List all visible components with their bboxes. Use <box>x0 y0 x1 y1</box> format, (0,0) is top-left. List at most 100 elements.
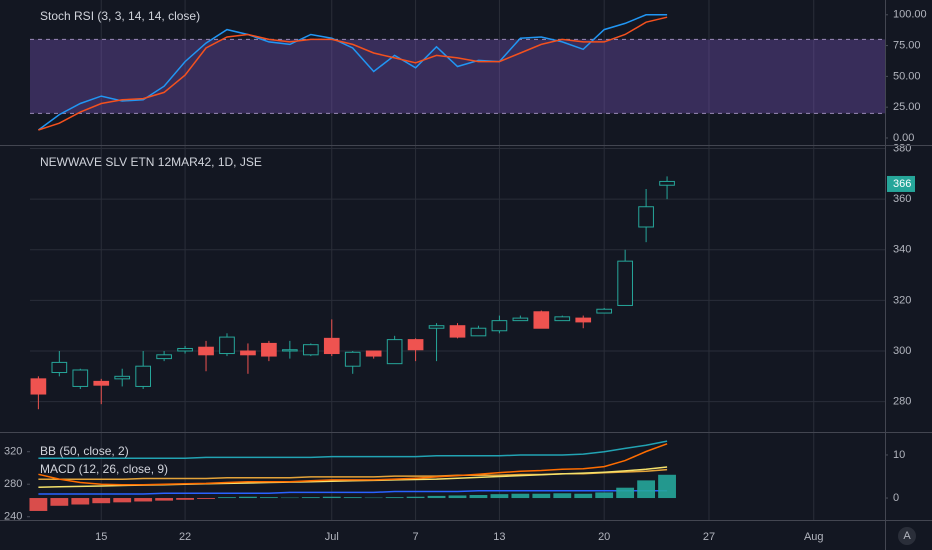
panel-title: NEWWAVE SLV ETN 12MAR42, 1D, JSE <box>40 155 262 169</box>
candle-body <box>428 325 445 329</box>
y-tick-label: 25.00 <box>893 101 921 113</box>
histogram-bar <box>427 495 446 499</box>
histogram-bar <box>385 497 404 499</box>
histogram-bar <box>134 498 153 502</box>
histogram-bar <box>511 493 530 499</box>
histogram-bar <box>301 497 320 499</box>
panel-title: MACD (12, 26, close, 9) <box>40 462 168 476</box>
histogram-bar <box>155 498 174 501</box>
y-tick-label: 50.00 <box>893 70 921 82</box>
candle-body <box>240 350 256 356</box>
autoscale-label[interactable]: A <box>903 530 911 542</box>
candle-body <box>198 346 214 356</box>
x-tick-label: 13 <box>493 531 505 543</box>
histogram-bar <box>469 495 488 499</box>
histogram-bar <box>595 492 614 499</box>
candle-body <box>156 354 172 360</box>
histogram-bar <box>574 493 593 499</box>
panel-title: Stoch RSI (3, 3, 14, 14, close) <box>40 9 200 23</box>
candle-body <box>659 180 675 186</box>
candle-body <box>491 320 508 332</box>
last-price-label: 366 <box>893 178 911 190</box>
histogram-bar <box>176 498 194 500</box>
x-tick-label: Aug <box>804 531 824 543</box>
histogram-bar <box>197 498 215 499</box>
histogram-bar <box>239 496 257 499</box>
candle-body <box>575 317 592 323</box>
y-tick-label: 340 <box>893 244 911 256</box>
candle-body <box>533 311 550 329</box>
candle-body <box>344 351 361 367</box>
candle-body <box>554 316 571 322</box>
histogram-bar <box>532 493 551 499</box>
x-tick-label: 15 <box>95 531 107 543</box>
candle-body <box>219 336 235 355</box>
y-tick-label: 280 <box>4 478 22 490</box>
histogram-bar <box>553 493 572 499</box>
x-tick-label: 22 <box>179 531 191 543</box>
candle-body <box>177 347 193 352</box>
candle-body <box>282 349 298 352</box>
candle-body <box>114 375 131 380</box>
candle-body <box>302 344 319 356</box>
series-line <box>38 440 668 459</box>
candle-body <box>365 350 382 357</box>
candle-body <box>135 365 151 387</box>
y-tick-label: 280 <box>893 396 911 408</box>
series-line <box>38 16 668 131</box>
y-tick-label: 300 <box>893 345 911 357</box>
y-tick-label: 380 <box>893 142 911 154</box>
candle-body <box>93 380 110 386</box>
x-tick-label: Jul <box>325 531 339 543</box>
histogram-bar <box>92 498 111 504</box>
histogram-bar <box>406 496 425 499</box>
candle-body <box>638 206 654 228</box>
y-tick-label: 100.00 <box>893 9 927 21</box>
candle-body <box>386 339 403 365</box>
last-price-box <box>887 175 915 192</box>
histogram-bar <box>490 494 509 499</box>
y-tick-label: 0 <box>893 492 899 504</box>
series-line <box>38 443 668 486</box>
y-tick-label: 240 <box>4 511 22 523</box>
series-line <box>38 489 668 495</box>
candle-body <box>323 337 340 355</box>
histogram-bar <box>616 487 635 499</box>
histogram-bar <box>218 497 236 499</box>
candle-body <box>51 361 68 374</box>
y-tick-label: 75.00 <box>893 39 921 51</box>
autoscale-button[interactable] <box>898 527 916 545</box>
histogram-bar <box>50 498 69 506</box>
panel-title: BB (50, close, 2) <box>40 444 129 458</box>
candle-body <box>449 325 466 338</box>
histogram-bar <box>259 497 278 499</box>
histogram-bar <box>113 498 132 503</box>
candle-body <box>72 369 89 387</box>
candle-body <box>512 317 529 322</box>
candle-body <box>407 339 424 351</box>
band-fill <box>30 39 885 114</box>
candle-body <box>261 342 277 357</box>
histogram-bar <box>448 495 467 499</box>
histogram-bar <box>343 497 362 499</box>
x-tick-label: 7 <box>413 531 419 543</box>
histogram-bar <box>322 496 341 499</box>
y-tick-label: 320 <box>893 294 911 306</box>
candle-body <box>470 327 487 337</box>
y-tick-label: 0.00 <box>893 132 914 144</box>
x-tick-label: 20 <box>598 531 610 543</box>
y-tick-label: 360 <box>893 193 911 205</box>
y-tick-label: 320 <box>4 446 22 458</box>
candle-body <box>30 378 47 395</box>
histogram-bar <box>637 480 656 499</box>
candle-body <box>617 260 633 306</box>
series-line <box>37 14 668 131</box>
histogram-bar <box>29 498 48 511</box>
y-tick-label: 10 <box>893 449 905 461</box>
x-tick-label: 27 <box>703 531 715 543</box>
candle-body <box>596 308 613 314</box>
histogram-bar <box>658 474 676 499</box>
histogram-bar <box>71 498 90 505</box>
